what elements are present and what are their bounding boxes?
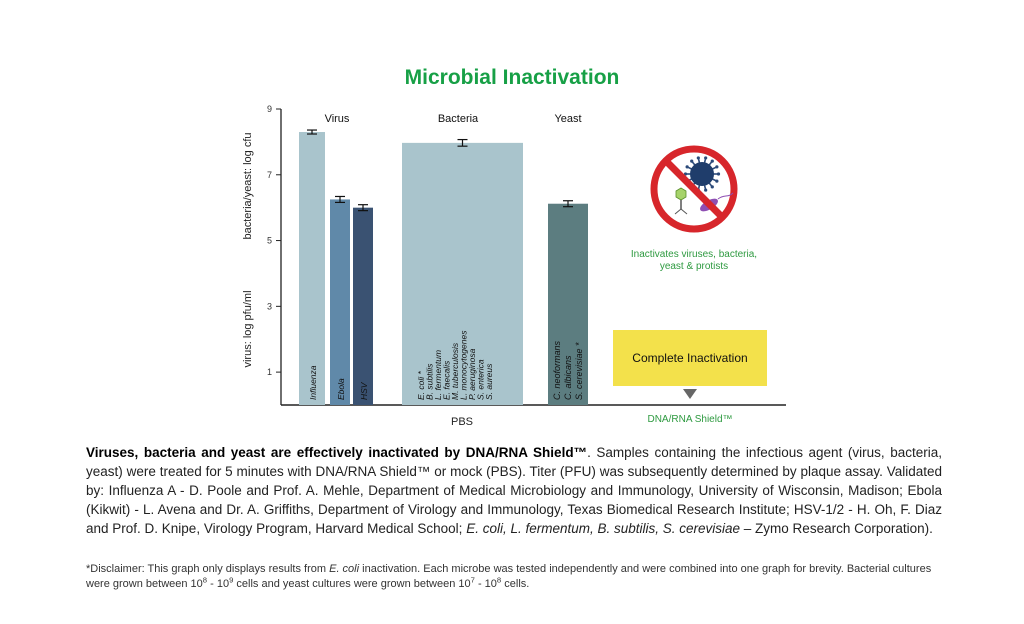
- chart-labels: Virus Bacteria Yeast Influenza Ebola HSV E. co…: [308, 113, 748, 428]
- bacteria-species-label: E. faecalis: [442, 360, 452, 400]
- phage-leg: [680, 208, 688, 215]
- prohibition-inset: Inactivates viruses, bacteria,yeast & pr…: [631, 145, 757, 272]
- virus-spike-tip: [710, 159, 714, 163]
- group-label-virus: Virus: [325, 113, 350, 125]
- phage-head: [675, 187, 687, 201]
- prohibit-slash: [663, 158, 725, 220]
- y-axis-label-bacteria-yeast: bacteria/yeast: log cfu: [242, 132, 254, 239]
- y-tick-label: 7: [267, 170, 272, 180]
- complete-inactivation-box: [613, 330, 767, 386]
- chart-bars: [299, 129, 767, 405]
- caption-italic: E. coli, L. fermentum, B. subtilis, S. c…: [466, 521, 741, 536]
- disclaimer-exp-3: 7: [470, 575, 475, 585]
- virus-spike-tip: [685, 165, 689, 169]
- y-tick-label: 1: [267, 367, 272, 377]
- caption-text-1: . Samples containing the infectious agen…: [86, 445, 942, 536]
- virus-spike-tip: [690, 159, 694, 163]
- bacteria-species-label: S. aureus: [484, 363, 494, 400]
- bacteria-species-label: S. enterica: [476, 359, 486, 400]
- bacteria-species-label: E. coli *: [416, 370, 426, 400]
- microbial-inactivation-chart: Microbial Inactivation 1 3 5 7 9 virus: log p…: [242, 66, 786, 428]
- bacteria-species-label: B. subtilis: [425, 363, 435, 400]
- virus-spike-tip: [704, 188, 708, 192]
- inset-text-line1: Inactivates viruses, bacteria,: [631, 249, 757, 260]
- bar-label: HSV: [359, 381, 369, 400]
- yeast-species-label: S. cerevisiae *: [574, 342, 584, 400]
- figure-caption: Viruses, bacteria and yeast are effectiv…: [86, 443, 942, 538]
- chart-title: Microbial Inactivation: [405, 66, 620, 89]
- bar-label: Ebola: [336, 378, 346, 400]
- virus-spike-tip: [704, 156, 708, 160]
- bacteria-species-label: M. tuberculosis: [450, 342, 460, 400]
- bacterium-flagellum: [717, 192, 734, 200]
- disclaimer-text-f: - 10: [474, 578, 497, 590]
- complete-inactivation-label: Complete Inactivation: [632, 351, 747, 365]
- down-triangle-marker: [683, 389, 697, 399]
- group-label-yeast: Yeast: [554, 113, 581, 125]
- caption-bold: Viruses, bacteria and yeast are effectiv…: [86, 445, 588, 460]
- disclaimer-text-c: - 10: [207, 578, 230, 590]
- disclaimer-exp-2: 9: [229, 575, 234, 585]
- virus-body: [690, 162, 714, 186]
- virus-spike-tip: [696, 156, 700, 160]
- y-axis-label-virus: virus: log pfu/ml: [242, 290, 254, 367]
- bacteria-species-label: L. monocytogenes: [459, 330, 469, 400]
- disclaimer-text-a: *Disclaimer: This graph only displays re…: [86, 563, 330, 575]
- inset-text-line2: yeast & protists: [660, 261, 728, 272]
- phage-leg: [674, 208, 682, 215]
- bar-label: Influenza: [308, 365, 318, 400]
- bacteria-species-label: P. aeruginosa: [467, 348, 477, 400]
- bar-0-1: [330, 199, 350, 405]
- virus-spike-tip: [715, 179, 719, 183]
- disclaimer-text-d: cells and yeast cultures were grown betw…: [233, 578, 471, 590]
- bar-1-0: [402, 142, 523, 405]
- virus-spike-tip: [715, 165, 719, 169]
- disclaimer-text-g: cells.: [501, 578, 530, 590]
- caption-text-2: – Zymo Research Corporation).: [740, 521, 933, 536]
- virus-spike-tip: [710, 185, 714, 189]
- y-tick-label: 9: [267, 104, 272, 114]
- disclaimer-exp-4: 8: [496, 575, 502, 585]
- disclaimer-italic: E. coli: [329, 563, 360, 575]
- y-tick-label: 5: [267, 236, 272, 246]
- y-tick-label: 3: [267, 301, 272, 311]
- yeast-species-label: C. albicans: [563, 355, 573, 400]
- group-label-bacteria: Bacteria: [438, 113, 479, 125]
- bar-2-0: [548, 203, 588, 405]
- disclaimer: *Disclaimer: This graph only displays re…: [86, 562, 946, 592]
- bar-0-0: [299, 132, 325, 405]
- prohibit-circle: [650, 145, 738, 233]
- virus-spike-tip: [716, 172, 721, 176]
- x-group-pbs: PBS: [451, 416, 473, 428]
- x-group-shield: DNA/RNA Shield™: [647, 414, 732, 425]
- bacteria-species-label: L. fermentum: [433, 350, 443, 400]
- disclaimer-text-b: inactivation. Each microbe was tested in…: [86, 563, 932, 590]
- bar-0-2: [353, 207, 373, 405]
- yeast-species-label: C. neoformans: [552, 340, 562, 400]
- disclaimer-exp-1: 8: [202, 575, 208, 585]
